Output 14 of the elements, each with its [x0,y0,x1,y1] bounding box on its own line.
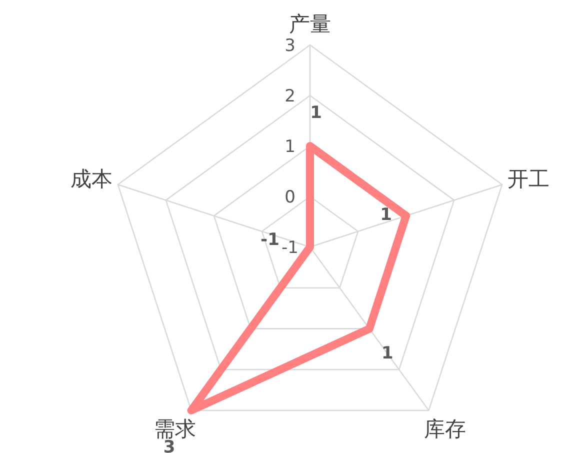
y-tick-label: 1 [284,137,296,157]
spoke-label: 产量 [289,12,331,36]
spoke-label: 开工 [508,166,550,191]
y-tick-label: 3 [284,36,296,56]
data-label: 1 [380,204,392,225]
spoke-label: 成本 [70,166,112,191]
y-tick-label: 0 [284,188,296,208]
spoke-label: 库存 [424,417,466,442]
data-label: -1 [260,230,280,250]
data-label: 1 [310,103,322,123]
y-tick-label: 2 [284,86,296,106]
spoke-label: 需求 [154,417,196,442]
data-label: 1 [381,344,394,364]
y-tick-label: -1 [282,238,298,258]
